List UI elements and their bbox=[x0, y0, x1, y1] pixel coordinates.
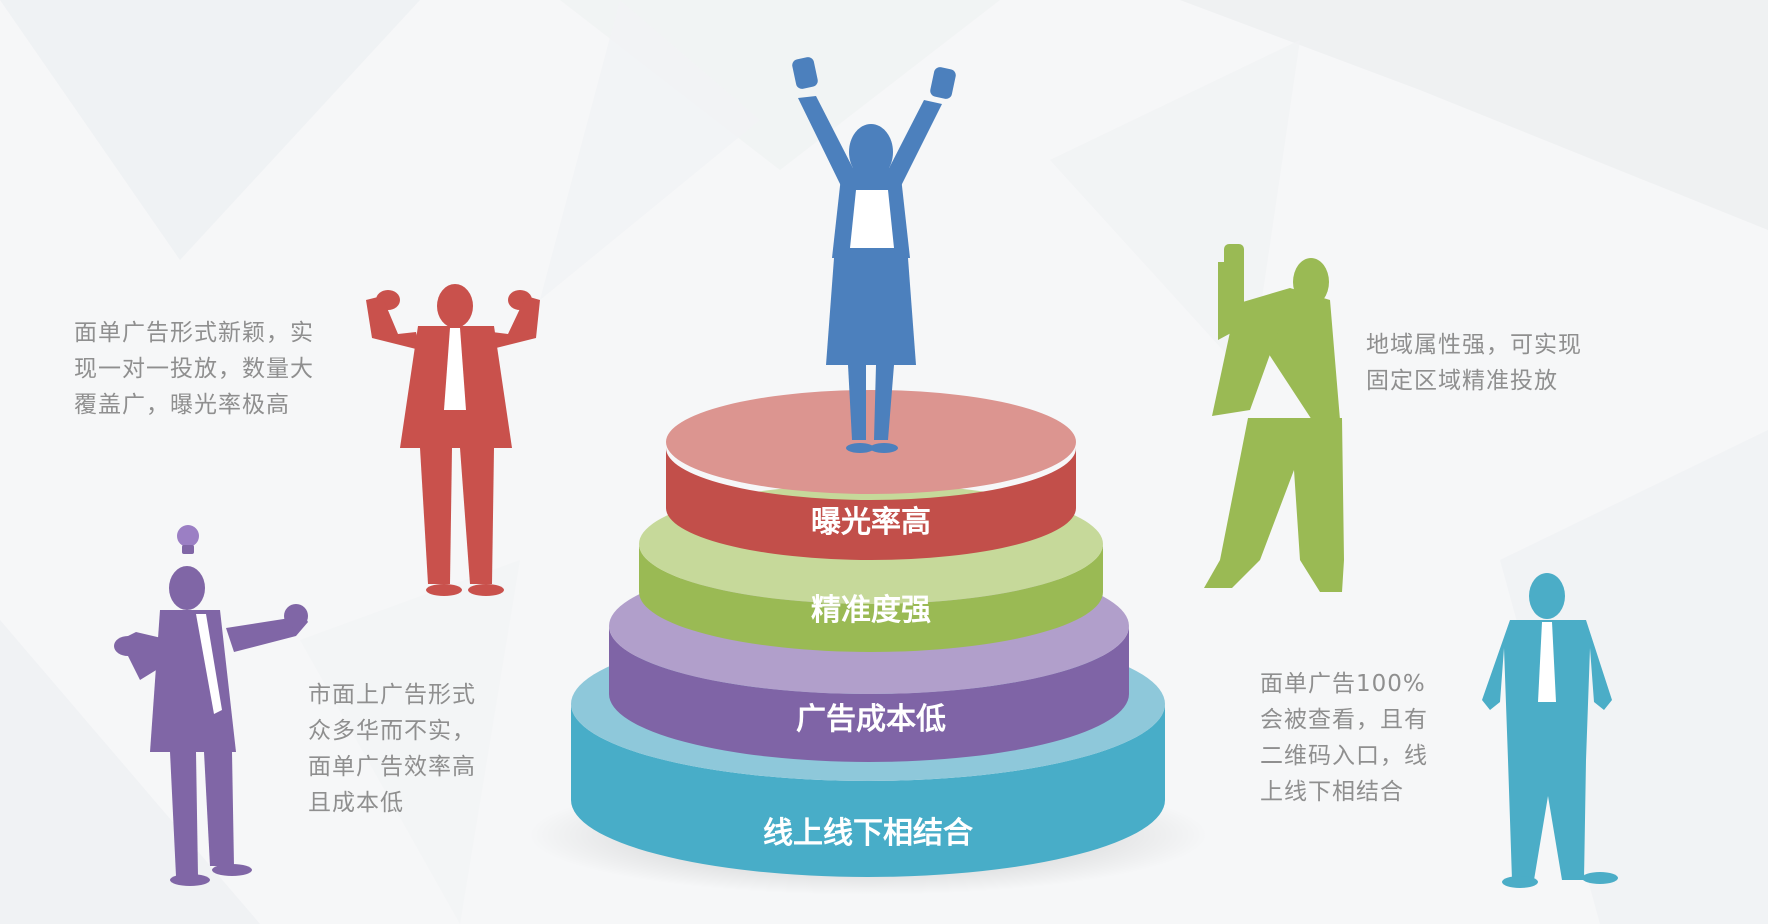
tier-1-layer bbox=[666, 390, 1076, 560]
lightbulb-icon bbox=[177, 525, 199, 554]
red-man-shirt bbox=[444, 328, 466, 410]
description-top-right: 地域属性强，可实现 固定区域精准投放 bbox=[1366, 332, 1582, 394]
tier-1-label: 曝光率高 bbox=[811, 505, 931, 540]
tier-3-label: 广告成本低 bbox=[796, 702, 946, 737]
cyan-man-silhouette bbox=[1482, 573, 1618, 888]
purple-man-silhouette bbox=[114, 566, 308, 886]
blue-woman-shirt bbox=[850, 190, 894, 248]
purple-man-shirt bbox=[196, 614, 222, 714]
tier-2-label: 精准度强 bbox=[811, 593, 931, 628]
green-man-silhouette bbox=[1204, 244, 1344, 592]
description-top-left: 面单广告形式新颖，实 现一对一投放，数量大 覆盖广，曝光率极高 bbox=[74, 320, 314, 418]
description-bottom-right: 面单广告100% 会被查看，且有 二维码入口，线 上线下相结合 bbox=[1260, 671, 1428, 805]
tier-4-label: 线上线下相结合 bbox=[763, 816, 973, 851]
cyan-man-shirt bbox=[1538, 622, 1556, 702]
description-bottom-left: 市面上广告形式 众多华而不实， 面单广告效率高 且成本低 bbox=[308, 682, 476, 816]
